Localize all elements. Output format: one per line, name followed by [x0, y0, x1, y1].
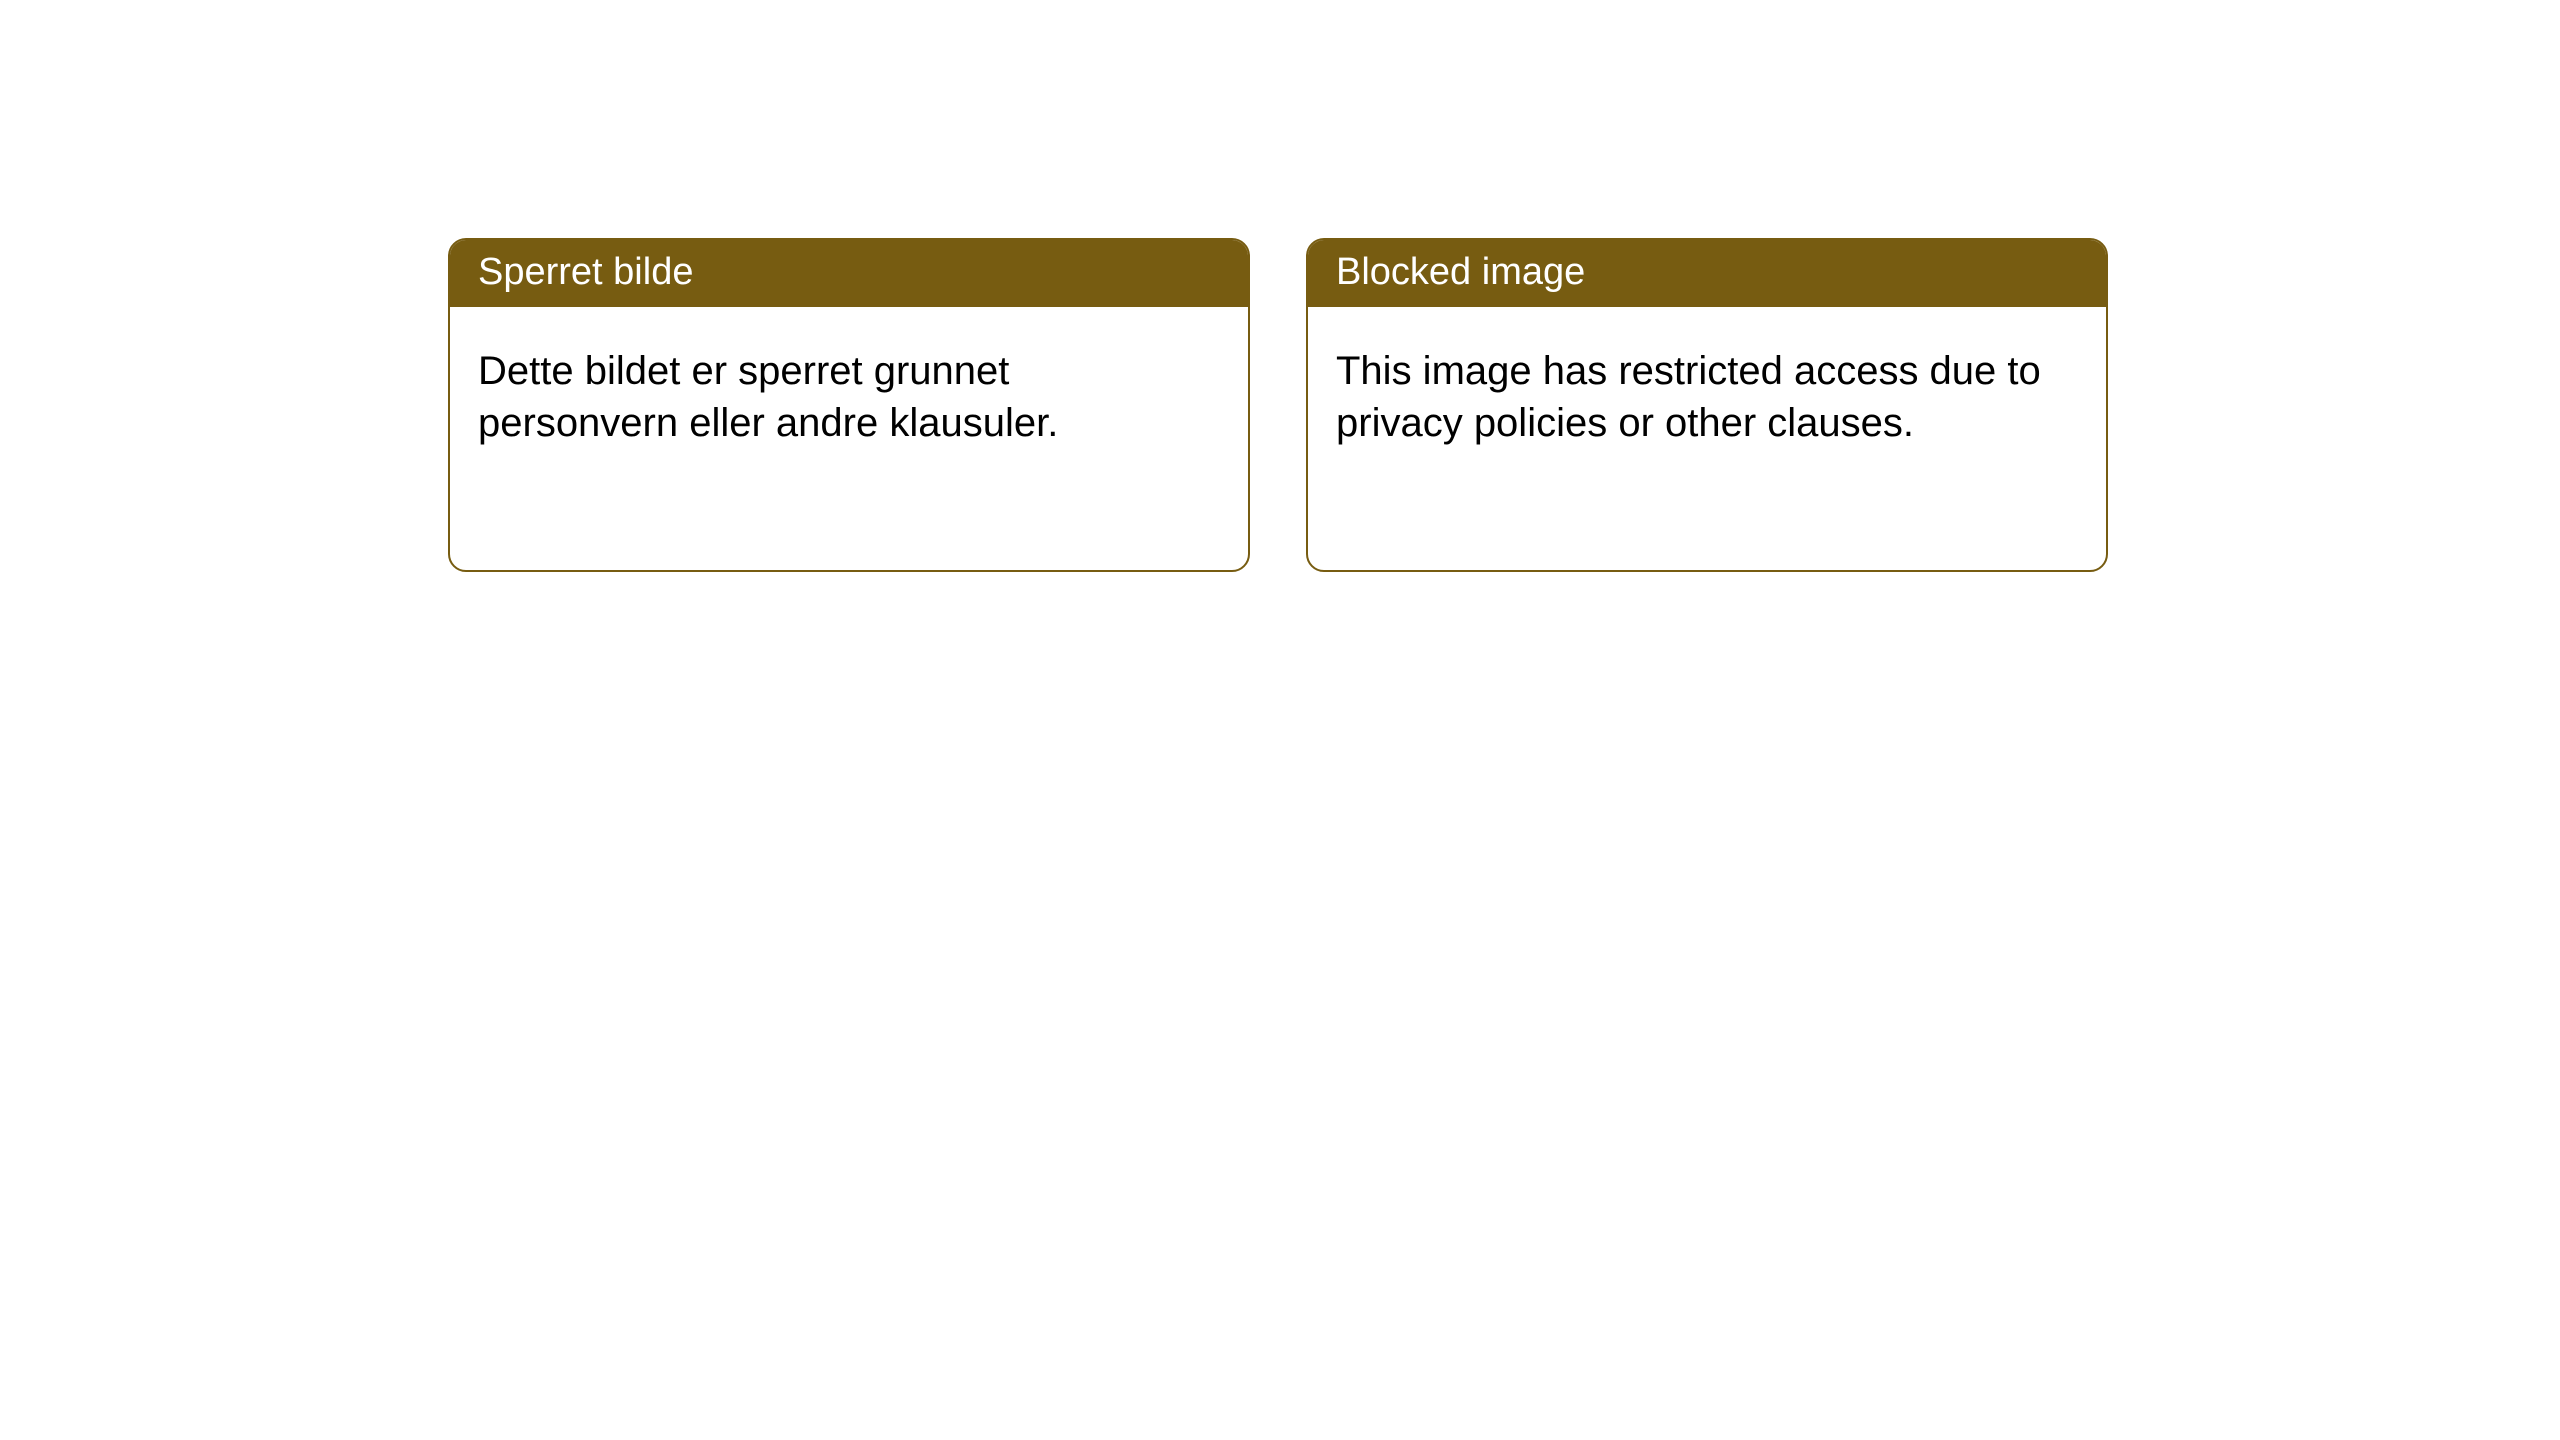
notices-container: Sperret bilde Dette bildet er sperret gr… [0, 0, 2560, 572]
notice-body-text: Dette bildet er sperret grunnet personve… [478, 349, 1058, 445]
notice-body: Dette bildet er sperret grunnet personve… [450, 307, 1248, 477]
notice-title: Sperret bilde [478, 251, 693, 293]
notice-header: Blocked image [1308, 240, 2106, 307]
notice-header: Sperret bilde [450, 240, 1248, 307]
notice-title: Blocked image [1336, 251, 1585, 293]
notice-body: This image has restricted access due to … [1308, 307, 2106, 477]
notice-card-english: Blocked image This image has restricted … [1306, 238, 2108, 572]
notice-body-text: This image has restricted access due to … [1336, 349, 2041, 445]
notice-card-norwegian: Sperret bilde Dette bildet er sperret gr… [448, 238, 1250, 572]
